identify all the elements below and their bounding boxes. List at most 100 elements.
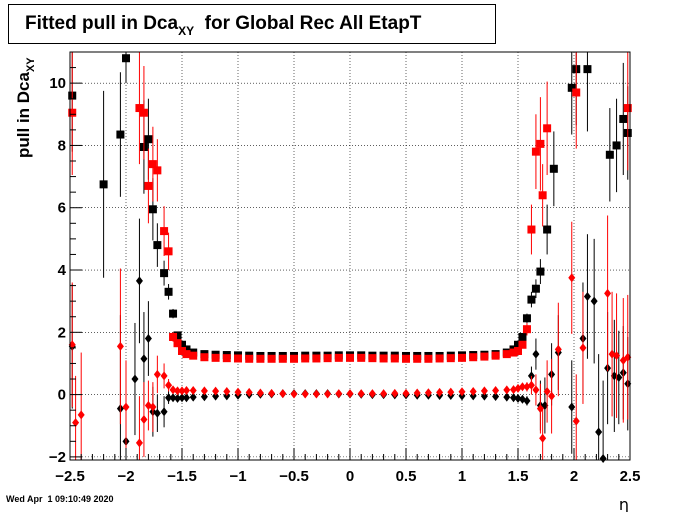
data-point-diamond bbox=[368, 389, 376, 399]
data-point-diamond bbox=[174, 393, 182, 403]
data-point-square bbox=[458, 353, 466, 362]
data-point-square bbox=[222, 354, 231, 363]
data-point-diamond bbox=[518, 382, 526, 392]
data-point-diamond bbox=[599, 453, 607, 463]
data-point-square bbox=[572, 88, 581, 97]
data-point-diamond bbox=[613, 351, 621, 361]
data-point-diamond bbox=[424, 388, 432, 398]
data-point-diamond bbox=[532, 385, 540, 395]
data-point-diamond bbox=[122, 402, 130, 412]
data-point-square bbox=[116, 130, 125, 139]
data-point-diamond bbox=[174, 386, 182, 396]
data-point-square bbox=[182, 350, 191, 359]
x-tick-label: −1 bbox=[229, 468, 246, 485]
data-point-diamond bbox=[532, 349, 540, 359]
footer-timestamp: Wed Apr 1 09:10:49 2020 bbox=[6, 494, 114, 504]
data-point-diamond bbox=[543, 386, 551, 396]
data-point-diamond bbox=[223, 386, 231, 396]
data-point-square bbox=[160, 269, 169, 278]
data-point-diamond bbox=[182, 393, 190, 403]
data-point-square bbox=[148, 160, 157, 169]
y-tick-label: 0 bbox=[58, 387, 66, 404]
data-point-diamond bbox=[189, 392, 197, 402]
title-main: Fitted pull in Dca bbox=[25, 13, 179, 34]
x-tick-label: 2 bbox=[570, 468, 578, 485]
y-axis-label-main: pull in Dca bbox=[14, 72, 33, 159]
data-point-diamond bbox=[312, 389, 320, 399]
data-point-diamond bbox=[523, 396, 531, 406]
data-point-square bbox=[312, 354, 321, 363]
data-point-diamond bbox=[245, 387, 253, 397]
data-point-diamond bbox=[590, 296, 598, 306]
x-tick-label: −1.5 bbox=[167, 468, 197, 485]
data-point-square bbox=[164, 247, 173, 256]
data-point-square bbox=[334, 353, 343, 362]
data-point-square bbox=[245, 354, 254, 363]
data-point-square bbox=[323, 354, 332, 363]
data-point-square bbox=[502, 350, 511, 359]
data-point-diamond bbox=[77, 410, 85, 420]
data-point-diamond bbox=[290, 389, 298, 399]
data-point-diamond bbox=[160, 371, 168, 381]
data-point-square bbox=[189, 351, 198, 360]
data-point-diamond bbox=[72, 418, 80, 428]
data-point-diamond bbox=[200, 386, 208, 396]
data-point-diamond bbox=[153, 369, 161, 379]
data-point-diamond bbox=[595, 427, 603, 437]
data-point-square bbox=[413, 354, 422, 363]
data-point-square bbox=[605, 150, 614, 159]
data-point-square bbox=[522, 314, 531, 323]
data-point-square bbox=[135, 104, 144, 113]
data-point-square bbox=[480, 352, 489, 361]
data-point-diamond bbox=[503, 392, 511, 402]
data-point-diamond bbox=[140, 415, 148, 425]
data-point-square bbox=[160, 227, 169, 236]
title-box: Fitted pull in DcaXY for Global Rec All … bbox=[8, 4, 496, 44]
data-point-diamond bbox=[391, 388, 399, 398]
data-point-square bbox=[144, 135, 153, 144]
data-point-diamond bbox=[279, 389, 287, 399]
title-tail: for Global Rec All EtapT bbox=[204, 13, 422, 34]
y-tick-label: −2 bbox=[49, 449, 66, 466]
data-point-square bbox=[536, 267, 545, 276]
data-point-square bbox=[99, 180, 108, 189]
y-tick-label: 8 bbox=[58, 137, 66, 154]
y-tick-label: 10 bbox=[49, 75, 66, 92]
data-point-diamond bbox=[527, 380, 535, 390]
data-point-diamond bbox=[301, 389, 309, 399]
data-point-square bbox=[424, 354, 433, 363]
data-point-square bbox=[619, 114, 628, 123]
data-point-square bbox=[68, 108, 77, 117]
data-point-square bbox=[256, 354, 265, 363]
data-point-square bbox=[122, 54, 130, 63]
data-point-square bbox=[527, 225, 536, 234]
x-tick-label: 1 bbox=[458, 468, 466, 485]
data-point-square bbox=[169, 309, 178, 318]
data-point-diamond bbox=[178, 386, 186, 396]
data-point-square bbox=[144, 181, 153, 190]
x-tick-label: 2.5 bbox=[620, 468, 641, 485]
data-point-diamond bbox=[165, 393, 173, 403]
data-point-square bbox=[509, 348, 518, 357]
data-point-square bbox=[536, 139, 545, 148]
data-point-square bbox=[514, 340, 522, 349]
data-point-diamond bbox=[492, 386, 500, 396]
data-point-diamond bbox=[568, 273, 576, 283]
x-tick-label: 0 bbox=[346, 468, 354, 485]
data-point-diamond bbox=[335, 389, 343, 399]
data-point-diamond bbox=[447, 387, 455, 397]
data-point-diamond bbox=[268, 388, 276, 398]
data-point-diamond bbox=[182, 386, 190, 396]
data-point-diamond bbox=[200, 392, 208, 402]
data-point-square bbox=[522, 325, 531, 334]
data-point-diamond bbox=[510, 393, 518, 403]
data-point-square bbox=[357, 353, 366, 362]
data-point-square bbox=[211, 353, 220, 362]
data-point-square bbox=[446, 354, 455, 363]
data-point-square bbox=[531, 284, 540, 293]
data-point-diamond bbox=[234, 387, 242, 397]
data-point-square bbox=[435, 354, 444, 363]
data-point-square bbox=[583, 65, 592, 74]
data-point-diamond bbox=[402, 388, 410, 398]
data-point-square bbox=[290, 354, 298, 363]
